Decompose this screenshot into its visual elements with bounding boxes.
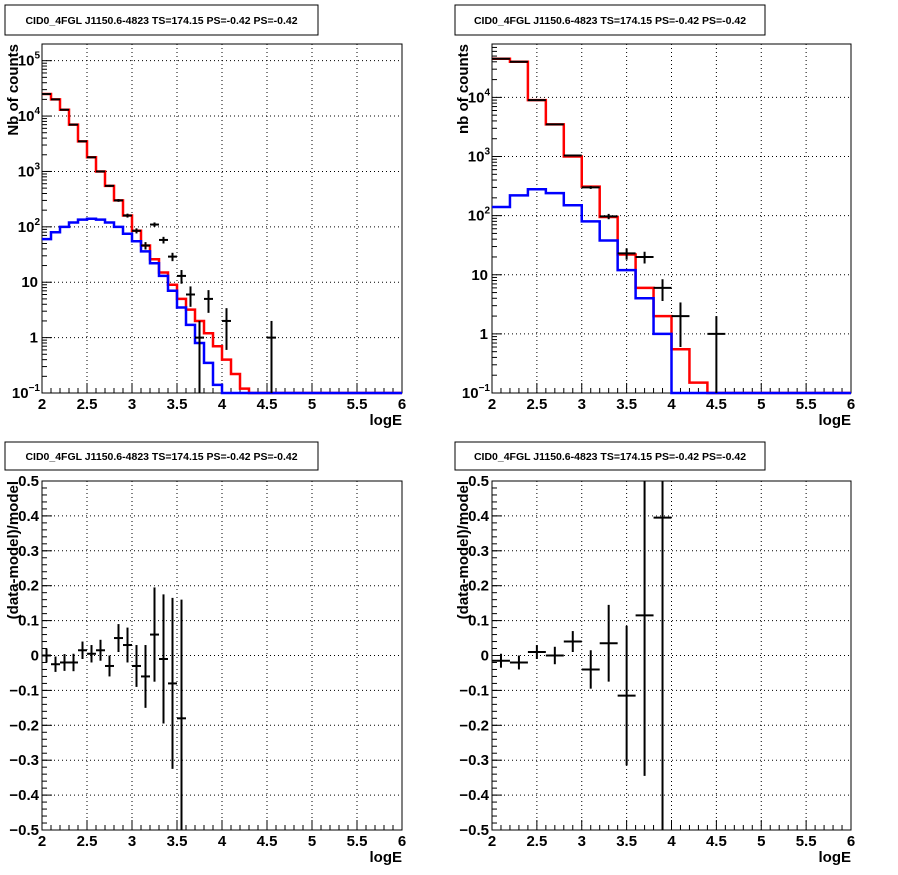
x-tick-label: 2.5 xyxy=(526,396,547,413)
x-tick-label: 5.5 xyxy=(347,833,368,850)
y-tick-label: 104 xyxy=(468,87,491,106)
y-axis-title: (data-model)/model xyxy=(5,481,22,619)
x-tick-label: 3 xyxy=(578,833,586,850)
y-tick-label: −0.2 xyxy=(459,717,489,734)
x-tick-label: 5 xyxy=(308,396,316,413)
x-tick-label: 4 xyxy=(667,396,676,413)
chart-title: CID0_4FGL J1150.6-4823 TS=174.15 PS=-0.4… xyxy=(25,15,297,27)
histogram-series-blue xyxy=(492,187,851,395)
y-tick-label: 0.3 xyxy=(468,543,489,560)
y-tick-label: 0.2 xyxy=(468,578,489,595)
y-tick-label: 0.1 xyxy=(18,613,39,630)
x-tick-label: 4.5 xyxy=(257,833,278,850)
y-tick-label: 0.3 xyxy=(18,543,39,560)
x-tick-label: 6 xyxy=(398,833,406,850)
x-tick-label: 3 xyxy=(128,396,136,413)
x-tick-label: 2 xyxy=(38,833,46,850)
x-axis-title: logE xyxy=(819,849,852,866)
x-tick-label: 5 xyxy=(757,833,765,850)
y-axis-title: (data-model)/model xyxy=(455,481,472,619)
y-tick-label: 0.2 xyxy=(18,578,39,595)
x-tick-label: 5.5 xyxy=(796,396,817,413)
x-tick-label: 3.5 xyxy=(616,833,637,850)
x-tick-label: 5 xyxy=(308,833,316,850)
y-tick-label: 10 xyxy=(21,274,38,291)
x-tick-label: 6 xyxy=(847,396,855,413)
y-tick-label: 102 xyxy=(18,217,41,236)
y-tick-label: −0.5 xyxy=(459,822,489,839)
x-axis-title: logE xyxy=(819,412,852,429)
x-tick-label: 3.5 xyxy=(167,833,188,850)
y-tick-label: 0 xyxy=(31,648,39,665)
x-axis-title: logE xyxy=(370,412,403,429)
y-tick-label: 103 xyxy=(18,161,41,180)
y-tick-label: 10 xyxy=(471,267,488,284)
chart-title: CID0_4FGL J1150.6-4823 TS=174.15 PS=-0.4… xyxy=(474,451,746,463)
chart-title-box xyxy=(4,441,319,471)
y-tick-label: 102 xyxy=(468,206,491,225)
x-tick-label: 2 xyxy=(488,833,496,850)
y-tick-label: −0.2 xyxy=(9,717,39,734)
x-tick-label: 3.5 xyxy=(616,396,637,413)
chart-title-box xyxy=(4,4,319,36)
x-tick-label: 6 xyxy=(398,396,406,413)
x-tick-label: 2.5 xyxy=(526,833,547,850)
y-tick-label: 0.5 xyxy=(18,473,39,490)
x-tick-label: 4.5 xyxy=(257,396,278,413)
chart-title-box xyxy=(454,4,766,36)
y-tick-label: 10−1 xyxy=(462,383,491,402)
x-axis-title: logE xyxy=(370,849,403,866)
chart-pad-3: CID0_4FGL J1150.6-4823 TS=174.15 PS=-0.4… xyxy=(4,441,406,866)
y-tick-label: −0.1 xyxy=(9,682,39,699)
x-tick-label: 4 xyxy=(667,833,676,850)
x-tick-label: 3.5 xyxy=(167,396,188,413)
x-tick-label: 2 xyxy=(38,396,46,413)
y-tick-label: −0.4 xyxy=(459,787,489,804)
y-tick-label: 0 xyxy=(481,648,489,665)
x-tick-label: 4 xyxy=(218,396,227,413)
y-tick-label: 103 xyxy=(468,147,491,166)
x-tick-label: 5.5 xyxy=(796,833,817,850)
y-tick-label: 0.4 xyxy=(18,508,40,525)
y-tick-label: 1 xyxy=(30,330,38,347)
x-tick-label: 3 xyxy=(578,396,586,413)
x-tick-label: 4.5 xyxy=(706,833,727,850)
chart-pad-4: CID0_4FGL J1150.6-4823 TS=174.15 PS=-0.4… xyxy=(454,441,855,866)
y-tick-label: 104 xyxy=(18,106,41,125)
chart-pad-2: CID0_4FGL J1150.6-4823 TS=174.15 PS=-0.4… xyxy=(454,4,855,429)
y-tick-label: 105 xyxy=(18,51,41,70)
y-axis-title: nb of counts xyxy=(455,44,472,134)
y-tick-label: 0.1 xyxy=(468,613,489,630)
chart-title: CID0_4FGL J1150.6-4823 TS=174.15 PS=-0.4… xyxy=(25,451,297,463)
y-tick-label: 0.5 xyxy=(468,473,489,490)
y-tick-label: −0.3 xyxy=(9,752,39,769)
y-tick-label: 1 xyxy=(480,326,488,343)
y-tick-label: 0.4 xyxy=(468,508,490,525)
x-tick-label: 3 xyxy=(128,833,136,850)
y-tick-label: −0.1 xyxy=(459,682,489,699)
x-tick-label: 2 xyxy=(488,396,496,413)
x-tick-label: 2.5 xyxy=(77,396,98,413)
y-tick-label: 10−1 xyxy=(12,383,41,402)
y-tick-label: −0.4 xyxy=(9,787,39,804)
histogram-series-blue xyxy=(42,217,402,395)
x-tick-label: 6 xyxy=(847,833,855,850)
y-tick-label: −0.5 xyxy=(9,822,39,839)
chart-title: CID0_4FGL J1150.6-4823 TS=174.15 PS=-0.4… xyxy=(474,15,746,27)
chart-pad-1: CID0_4FGL J1150.6-4823 TS=174.15 PS=-0.4… xyxy=(4,4,406,429)
y-axis-title: Nb of counts xyxy=(5,44,22,136)
x-tick-label: 4 xyxy=(218,833,227,850)
y-tick-label: −0.3 xyxy=(459,752,489,769)
x-tick-label: 4.5 xyxy=(706,396,727,413)
x-tick-label: 5 xyxy=(757,396,765,413)
chart-title-box xyxy=(454,441,766,471)
x-tick-label: 2.5 xyxy=(77,833,98,850)
x-tick-label: 5.5 xyxy=(347,396,368,413)
